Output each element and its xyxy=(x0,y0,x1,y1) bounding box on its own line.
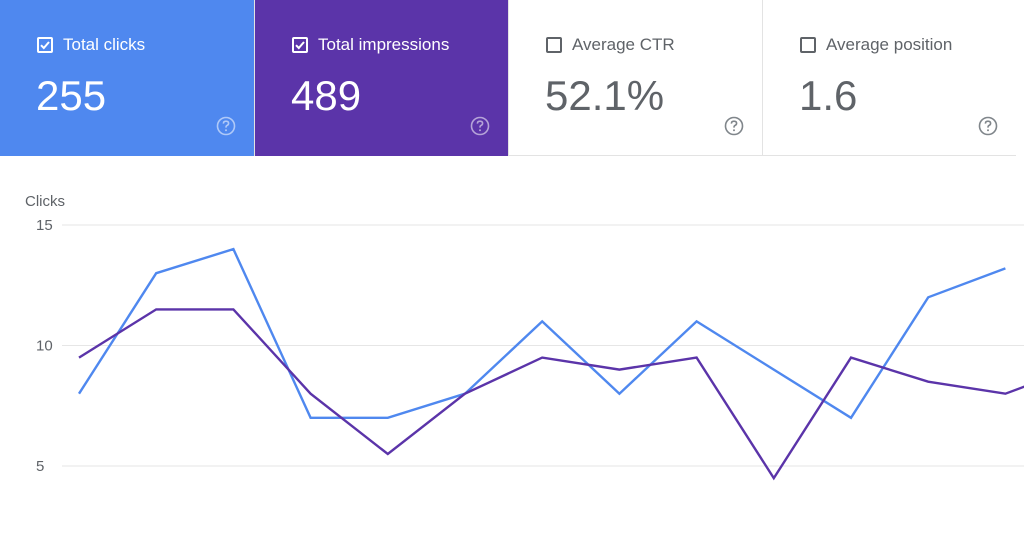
total-clicks-card[interactable]: Total clicks 255 xyxy=(0,0,254,156)
card-header: Total clicks xyxy=(37,35,145,55)
y-tick-label: 5 xyxy=(36,458,44,475)
clicks-series-line xyxy=(77,247,1006,420)
checkbox-checked-icon[interactable] xyxy=(37,37,53,53)
y-axis-label: Clicks xyxy=(25,193,65,210)
card-header: Average CTR xyxy=(546,35,675,55)
clicks-line-chart: Clicks 15 10 5 xyxy=(25,193,1024,481)
checkbox-unchecked-icon[interactable] xyxy=(546,37,562,53)
checkbox-checked-icon[interactable] xyxy=(292,37,308,53)
average-ctr-card[interactable]: Average CTR 52.1% xyxy=(508,0,762,156)
y-tick-label: 10 xyxy=(36,338,53,355)
metric-cards: Total clicks 255 Total impressions 489 A… xyxy=(0,0,1024,156)
card-header: Average position xyxy=(800,35,952,55)
card-label: Total clicks xyxy=(63,35,146,54)
card-value: 1.6 xyxy=(799,72,858,119)
card-label: Average CTR xyxy=(572,35,675,54)
help-circle-icon[interactable] xyxy=(724,116,744,136)
average-position-card[interactable]: Average position 1.6 xyxy=(762,0,1016,156)
checkbox-unchecked-icon[interactable] xyxy=(800,37,816,53)
help-circle-icon[interactable] xyxy=(978,116,998,136)
card-value: 489 xyxy=(291,72,362,119)
help-circle-icon[interactable] xyxy=(470,116,490,136)
total-impressions-card[interactable]: Total impressions 489 xyxy=(254,0,508,156)
impressions-series-line xyxy=(78,308,1024,481)
card-value: 255 xyxy=(36,72,107,119)
card-header: Total impressions xyxy=(292,35,449,55)
card-label: Total impressions xyxy=(318,35,450,54)
gridlines xyxy=(62,224,1024,467)
y-tick-labels: 15 10 5 xyxy=(36,217,53,475)
help-circle-icon[interactable] xyxy=(216,116,236,136)
y-tick-label: 15 xyxy=(36,217,53,234)
series-lines xyxy=(77,247,1024,481)
card-label: Average position xyxy=(826,35,953,54)
card-value: 52.1% xyxy=(545,72,665,119)
